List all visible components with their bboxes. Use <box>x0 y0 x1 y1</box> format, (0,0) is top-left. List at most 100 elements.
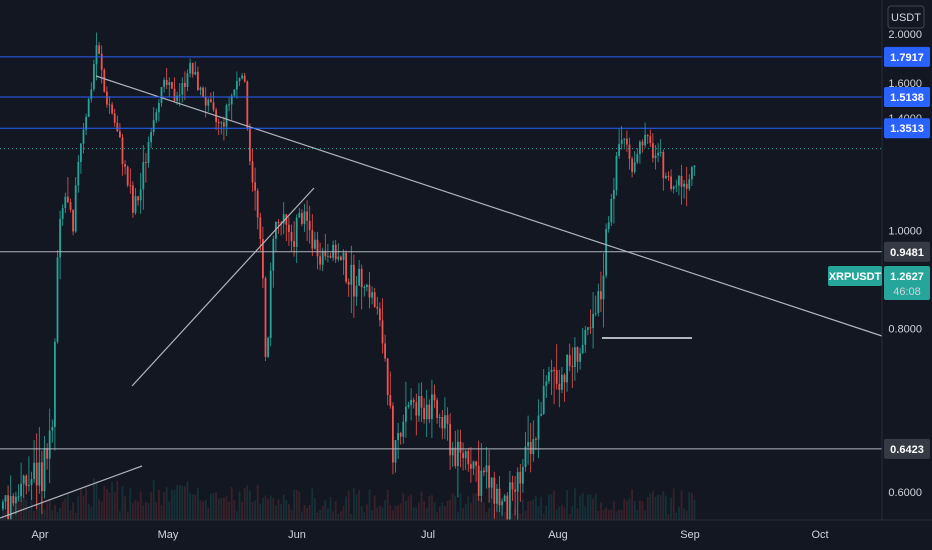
volume-bar <box>22 496 25 520</box>
volume-bar <box>685 510 688 520</box>
trendline-descending[interactable] <box>95 75 883 337</box>
candle-body <box>631 158 633 172</box>
candle-body <box>680 175 683 187</box>
candle-body <box>506 495 509 527</box>
volume-bar <box>610 509 613 520</box>
trendline-support-lower[interactable] <box>0 465 143 519</box>
candle-body <box>126 166 129 186</box>
volume-bar <box>680 490 683 520</box>
candle-body <box>613 189 615 199</box>
volume-bar <box>392 510 394 520</box>
volume-bar <box>628 498 631 520</box>
candle-body <box>51 426 54 431</box>
candle-body <box>483 470 485 473</box>
candle-body <box>269 270 272 338</box>
volume-bar <box>95 481 98 520</box>
volume-bar <box>241 501 243 520</box>
candle-body <box>207 99 210 106</box>
volume-bar <box>267 498 269 520</box>
candle-body <box>368 284 371 298</box>
volume-bar <box>389 504 392 520</box>
volume-bar <box>566 490 568 520</box>
time-tick-label: Jul <box>421 529 435 541</box>
volume-bar <box>256 485 259 520</box>
volume-bar <box>25 499 28 520</box>
volume-bar <box>30 489 33 520</box>
candle-body <box>165 79 168 86</box>
volume-bar <box>402 492 405 520</box>
candle-body <box>324 250 327 257</box>
candle-body <box>488 465 490 488</box>
volume-bar <box>592 498 594 520</box>
candle-body <box>561 374 563 390</box>
trendline-rising-wedge[interactable] <box>131 187 315 387</box>
volume-bar <box>306 507 308 520</box>
volume-bar <box>272 498 275 520</box>
volume-bar <box>249 490 251 520</box>
volume-bar <box>652 491 654 520</box>
candle-body <box>670 176 672 189</box>
volume-bar <box>626 500 628 520</box>
candle-body <box>446 415 449 424</box>
volume-bar <box>217 499 220 520</box>
volume-bar <box>644 510 646 520</box>
time-tick-label: Jun <box>288 529 306 541</box>
candle-body <box>308 220 311 231</box>
currency-label-box[interactable] <box>887 5 925 29</box>
candle-body <box>685 183 688 189</box>
candle-body <box>574 347 576 367</box>
candle-body <box>61 208 64 219</box>
candle-body <box>550 369 553 372</box>
volume-bar <box>69 510 72 520</box>
volume-bar <box>171 489 173 520</box>
volume-bar <box>285 500 288 520</box>
volume-bar <box>197 487 199 520</box>
candle-body <box>158 102 160 113</box>
candle-body <box>566 354 568 383</box>
volume-bar <box>329 496 332 520</box>
candle-body <box>340 256 342 260</box>
volume-bar <box>319 509 321 520</box>
candle-body <box>285 214 288 225</box>
candle-body <box>615 155 618 190</box>
candle-body <box>353 264 355 297</box>
time-axis-panel[interactable] <box>0 520 932 550</box>
candle-body <box>493 477 496 504</box>
volume-bar <box>340 511 342 520</box>
candle-body <box>376 306 379 309</box>
volume-bar <box>74 512 77 520</box>
volume-bar <box>589 494 592 520</box>
candle-body <box>691 167 693 180</box>
volume-bar <box>670 497 672 520</box>
volume-bar <box>280 503 282 520</box>
volume-bar <box>540 496 542 520</box>
candle-body <box>519 471 522 484</box>
candle-body <box>405 406 407 422</box>
candle-body <box>293 241 295 247</box>
volume-bar <box>464 503 467 520</box>
candle-body <box>639 141 641 155</box>
volume-bar <box>67 494 69 520</box>
volume-bar <box>124 496 126 520</box>
candle-body <box>345 252 347 282</box>
volume-bar <box>418 502 420 520</box>
volume-bar <box>438 506 441 520</box>
volume-bar <box>43 509 46 520</box>
volume-bar <box>28 509 30 520</box>
candle-body <box>171 82 173 89</box>
candle-body <box>659 151 662 153</box>
volume-bar <box>80 489 82 520</box>
candle-body <box>683 183 685 187</box>
candle-body <box>397 432 399 441</box>
volume-bar <box>176 485 178 520</box>
volume-bar <box>178 484 181 520</box>
volume-bar <box>191 494 194 520</box>
level-price-tag <box>884 241 930 262</box>
candle-body <box>272 238 275 271</box>
volume-bar <box>77 496 80 520</box>
volume-bar <box>399 503 402 520</box>
candle-body <box>464 451 467 459</box>
candle-body <box>454 447 457 467</box>
candle-body <box>38 462 41 486</box>
